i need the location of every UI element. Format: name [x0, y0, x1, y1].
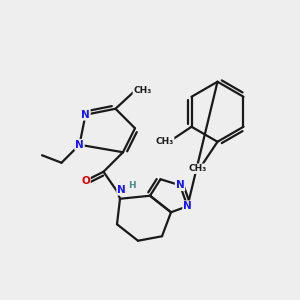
Text: O: O	[81, 176, 90, 186]
Text: N: N	[81, 110, 90, 120]
Text: N: N	[183, 201, 192, 211]
Text: CH₃: CH₃	[134, 86, 152, 95]
Text: CH₃: CH₃	[189, 164, 207, 173]
Text: N: N	[75, 140, 84, 150]
Text: H: H	[128, 181, 136, 190]
Text: N: N	[117, 185, 126, 195]
Text: CH₃: CH₃	[155, 137, 174, 146]
Text: N: N	[176, 180, 184, 190]
